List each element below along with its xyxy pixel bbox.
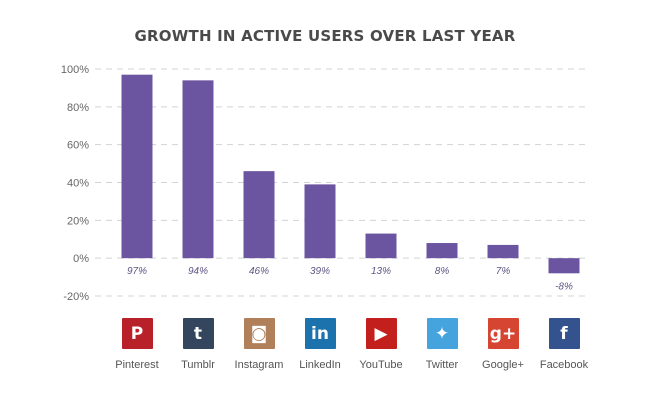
- bar-twitter: [426, 243, 458, 259]
- y-tick-label: 60%: [67, 140, 89, 152]
- y-tick-label: 0%: [73, 253, 89, 265]
- network-tumblr: t Tumblr: [158, 318, 238, 371]
- data-label: 94%: [188, 266, 208, 277]
- network-label: Tumblr: [181, 359, 215, 371]
- y-tick-label: 40%: [67, 178, 89, 190]
- data-label: 39%: [310, 266, 330, 277]
- bar-chart: 100% 80% 60% 40% 20% 0% -20% 97% 94% 46% 39% 13% 8% 7…: [61, 64, 590, 303]
- data-label: 13%: [371, 266, 391, 277]
- bar-facebook: [548, 258, 580, 274]
- y-tick-label: 100%: [61, 64, 89, 76]
- network-label: Pinterest: [115, 359, 159, 371]
- network-instagram: ◙ Instagram: [219, 318, 299, 371]
- bar-tumblr: [182, 80, 214, 259]
- bar-instagram: [243, 171, 275, 259]
- y-tick-label: 20%: [67, 215, 89, 227]
- network-twitter: ✦ Twitter: [402, 318, 482, 371]
- network-label: YouTube: [359, 359, 403, 371]
- data-label: 46%: [249, 266, 269, 277]
- y-tick-label: 80%: [67, 102, 89, 114]
- network-pinterest: P Pinterest: [97, 318, 177, 371]
- network-label: Twitter: [425, 359, 459, 371]
- instagram-icon: ◙: [243, 318, 275, 349]
- data-label: 7%: [496, 266, 511, 277]
- network-label: Facebook: [539, 359, 589, 371]
- network-label: Google+: [482, 359, 524, 371]
- network-label: LinkedIn: [299, 359, 341, 371]
- bar-linkedin: [304, 184, 336, 259]
- twitter-icon: ✦: [426, 318, 458, 349]
- network-linkedin: in LinkedIn: [280, 318, 360, 371]
- bar-google: [487, 244, 519, 259]
- network-icon-row: P Pinterest t Tumblr ◙ Instagram in LinkedIn ▶ Yo…: [0, 318, 650, 398]
- network-google: g+ Google+: [463, 318, 543, 371]
- bar-youtube: [365, 233, 397, 259]
- tumblr-icon: t: [182, 318, 214, 349]
- bar-pinterest: [121, 74, 153, 259]
- network-facebook: f Facebook: [524, 318, 604, 371]
- data-label: 97%: [127, 266, 147, 277]
- data-label: -8%: [555, 281, 573, 292]
- data-label: 8%: [435, 266, 450, 277]
- chart-title: GROWTH IN ACTIVE USERS OVER LAST YEAR: [134, 27, 516, 45]
- y-tick-label: -20%: [63, 291, 89, 303]
- linkedin-icon: in: [304, 318, 336, 349]
- network-youtube: ▶ YouTube: [341, 318, 421, 371]
- youtube-icon: ▶: [365, 318, 397, 349]
- facebook-icon: f: [548, 318, 580, 349]
- google-plus-icon: g+: [487, 318, 519, 349]
- network-label: Instagram: [234, 359, 284, 371]
- pinterest-icon: P: [121, 318, 153, 349]
